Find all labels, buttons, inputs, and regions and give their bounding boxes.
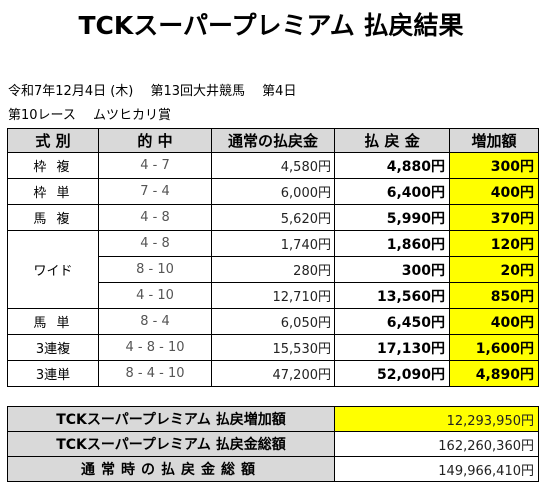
header-combo: 的 中 — [98, 128, 212, 153]
normal-payout: 15,530円 — [211, 334, 335, 361]
summary-value: 12,293,950円 — [334, 406, 539, 432]
increase: 370円 — [449, 204, 539, 231]
winning-combo: 8 - 10 — [98, 256, 212, 283]
increase: 20円 — [449, 256, 539, 283]
page-title: TCKスーパープレミアム 払戻結果 — [78, 11, 464, 40]
payout: 5,990円 — [334, 204, 450, 231]
summary-label: TCKスーパープレミアム 払戻増加額 — [7, 406, 335, 432]
table-row: 3連複 4 - 8 - 10 15,530円 17,130円 1,600円 — [7, 334, 539, 361]
race-name-info: 第10レース ムツヒカリ賞 — [8, 108, 172, 123]
winning-combo: 8 - 4 - 10 — [98, 360, 212, 387]
bet-type: 3連複 — [7, 334, 99, 361]
summary-value: 149,966,410円 — [334, 456, 539, 482]
table-row: 枠 単 7 - 4 6,000円 6,400円 400円 — [7, 178, 539, 205]
summary-row-total: TCKスーパープレミアム 払戻金総額 162,260,360円 — [7, 431, 539, 457]
normal-payout: 47,200円 — [211, 360, 335, 387]
table-row: 馬 複 4 - 8 5,620円 5,990円 370円 — [7, 204, 539, 231]
table-row: 8 - 10 280円 300円 20円 — [8, 256, 539, 283]
payout: 300円 — [334, 256, 450, 283]
normal-payout: 6,050円 — [211, 308, 335, 335]
payout: 6,400円 — [334, 178, 450, 205]
increase: 120円 — [449, 230, 539, 257]
normal-payout: 5,620円 — [211, 204, 335, 231]
summary-table: TCKスーパープレミアム 払戻増加額 12,293,950円 TCKスーパープレ… — [7, 406, 539, 482]
bet-type: 馬 単 — [7, 308, 99, 335]
bet-type: 枠 単 — [7, 178, 99, 205]
race-date-info: 令和7年12月4日 (木) 第13回大井競馬 第4日 — [8, 84, 297, 99]
table-row: ワイド 4 - 8 1,740円 1,860円 120円 — [7, 230, 539, 309]
summary-row-increase: TCKスーパープレミアム 払戻増加額 12,293,950円 — [7, 406, 539, 432]
bet-type: ワイド — [7, 230, 99, 309]
payout: 4,880円 — [334, 152, 450, 179]
summary-label: TCKスーパープレミアム 払戻金総額 — [7, 431, 335, 457]
payout: 13,560円 — [334, 282, 450, 309]
winning-combo: 7 - 4 — [98, 178, 212, 205]
normal-payout: 280円 — [211, 256, 335, 283]
winning-combo: 4 - 8 — [98, 230, 212, 257]
header-normal-payout: 通常の払戻金 — [211, 128, 335, 153]
bet-type: 3連単 — [7, 360, 99, 387]
increase: 1,600円 — [449, 334, 539, 361]
normal-payout: 12,710円 — [211, 282, 335, 309]
payout: 17,130円 — [334, 334, 450, 361]
payout: 52,090円 — [334, 360, 450, 387]
table-row: 馬 単 8 - 4 6,050円 6,450円 400円 — [7, 308, 539, 335]
winning-combo: 8 - 4 — [98, 308, 212, 335]
payout-table: 式 別 的 中 通常の払戻金 払 戻 金 増加額 枠 複 4 - 7 4,580… — [7, 128, 539, 387]
summary-value: 162,260,360円 — [334, 431, 539, 457]
header-type: 式 別 — [7, 128, 99, 153]
increase: 850円 — [449, 282, 539, 309]
normal-payout: 1,740円 — [211, 230, 335, 257]
normal-payout: 6,000円 — [211, 178, 335, 205]
normal-payout: 4,580円 — [211, 152, 335, 179]
increase: 300円 — [449, 152, 539, 179]
table-row: 3連単 8 - 4 - 10 47,200円 52,090円 4,890円 — [7, 360, 539, 387]
payout: 6,450円 — [334, 308, 450, 335]
table-row: 4 - 10 12,710円 13,560円 850円 — [8, 282, 539, 309]
summary-label: 通常時の払戻金総額 — [7, 456, 335, 482]
header-payout: 払 戻 金 — [334, 128, 450, 153]
winning-combo: 4 - 10 — [98, 282, 212, 309]
bet-type: 馬 複 — [7, 204, 99, 231]
increase: 400円 — [449, 178, 539, 205]
winning-combo: 4 - 8 - 10 — [98, 334, 212, 361]
summary-row-normal-total: 通常時の払戻金総額 149,966,410円 — [7, 456, 539, 482]
payout-table-header: 式 別 的 中 通常の払戻金 払 戻 金 増加額 — [7, 128, 539, 153]
table-row: 枠 複 4 - 7 4,580円 4,880円 300円 — [7, 152, 539, 179]
bet-type: 枠 複 — [7, 152, 99, 179]
header-increase: 増加額 — [449, 128, 539, 153]
winning-combo: 4 - 7 — [98, 152, 212, 179]
increase: 400円 — [449, 308, 539, 335]
increase: 4,890円 — [449, 360, 539, 387]
winning-combo: 4 - 8 — [98, 204, 212, 231]
payout: 1,860円 — [334, 230, 450, 257]
